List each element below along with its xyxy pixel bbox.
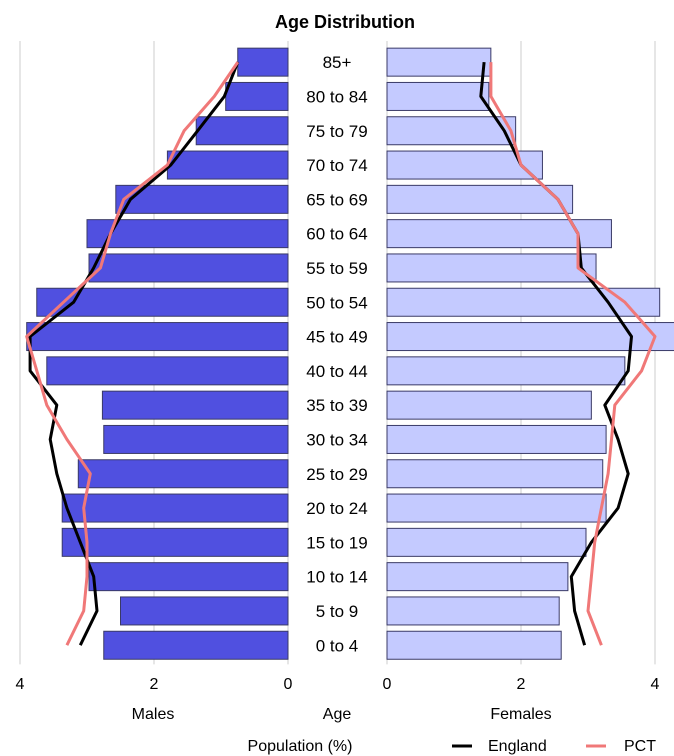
- age-category-label: 60 to 64: [306, 225, 367, 244]
- age-category-label: 30 to 34: [306, 430, 367, 449]
- female-bar: [386, 81, 490, 111]
- female-bar: [386, 527, 587, 557]
- x-tick-label: 0: [284, 676, 293, 693]
- age-category-label: 55 to 59: [306, 259, 367, 278]
- pct-females-line: [489, 62, 657, 646]
- female-bar: [386, 253, 597, 283]
- age-category-label: 45 to 49: [306, 328, 367, 347]
- female-bar: [386, 116, 517, 146]
- x-tick-label: 2: [150, 676, 159, 693]
- age-category-label: 5 to 9: [316, 602, 359, 621]
- age-category-label: 10 to 14: [306, 568, 367, 587]
- england-females-line: [479, 61, 633, 646]
- female-bar: [386, 424, 607, 454]
- female-bar: [386, 630, 562, 660]
- x-tick-label: 4: [651, 676, 660, 693]
- male-bar: [61, 493, 289, 523]
- age-category-label: 80 to 84: [306, 87, 367, 106]
- male-bar: [237, 47, 289, 77]
- x-tick-label: 2: [517, 676, 526, 693]
- age-category-label: 25 to 29: [306, 465, 367, 484]
- male-bar: [46, 356, 289, 386]
- legend: England PCT: [452, 738, 656, 755]
- male-bar: [195, 116, 289, 146]
- age-category-label: 40 to 44: [306, 362, 367, 381]
- age-category-label: 75 to 79: [306, 122, 367, 141]
- female-bar: [386, 184, 574, 214]
- age-category-label: 15 to 19: [306, 533, 367, 552]
- legend-pct-label: PCT: [624, 738, 656, 755]
- female-bar: [386, 356, 626, 386]
- male-bar: [77, 459, 289, 489]
- male-bar: [103, 630, 289, 660]
- male-bar: [86, 219, 289, 249]
- male-bar: [225, 81, 289, 111]
- female-bar: [386, 596, 560, 626]
- female-bar: [386, 459, 604, 489]
- female-bar: [386, 390, 592, 420]
- male-bar: [103, 424, 289, 454]
- x-tick-label: 0: [383, 676, 392, 693]
- male-bar: [101, 390, 289, 420]
- age-labels: 85+ 80 to 84 75 to 79 70 to 74 65 to 69 60 to…: [306, 53, 367, 655]
- england-males-line: [28, 61, 240, 646]
- females-label: Females: [490, 706, 551, 723]
- age-category-label: 85+: [323, 53, 352, 72]
- age-category-label: 65 to 69: [306, 190, 367, 209]
- age-category-label: 35 to 39: [306, 396, 367, 415]
- age-category-label: 0 to 4: [316, 636, 359, 655]
- female-bar: [386, 493, 607, 523]
- age-axis-label: Age: [323, 706, 352, 723]
- male-bar: [88, 562, 289, 592]
- tick-labels: 4 2 0 0 2 4: [16, 676, 660, 693]
- male-bar: [26, 322, 289, 352]
- series-lines: [25, 61, 657, 646]
- male-bar: [61, 527, 289, 557]
- x-axis-label: Population (%): [248, 738, 353, 755]
- bars-group: [26, 47, 674, 660]
- male-bar: [166, 150, 289, 180]
- male-bar: [120, 596, 289, 626]
- age-category-label: 20 to 24: [306, 499, 367, 518]
- legend-england-label: England: [488, 738, 547, 755]
- male-bar: [115, 184, 289, 214]
- age-category-label: 70 to 74: [306, 156, 367, 175]
- chart-title: Age Distribution: [275, 12, 415, 32]
- x-tick-label: 4: [16, 676, 25, 693]
- female-bar: [386, 47, 492, 77]
- female-bar: [386, 287, 661, 317]
- pct-males-line: [25, 61, 240, 646]
- age-category-label: 50 to 54: [306, 293, 367, 312]
- female-bar: [386, 562, 569, 592]
- male-bar: [88, 253, 289, 283]
- males-label: Males: [132, 706, 175, 723]
